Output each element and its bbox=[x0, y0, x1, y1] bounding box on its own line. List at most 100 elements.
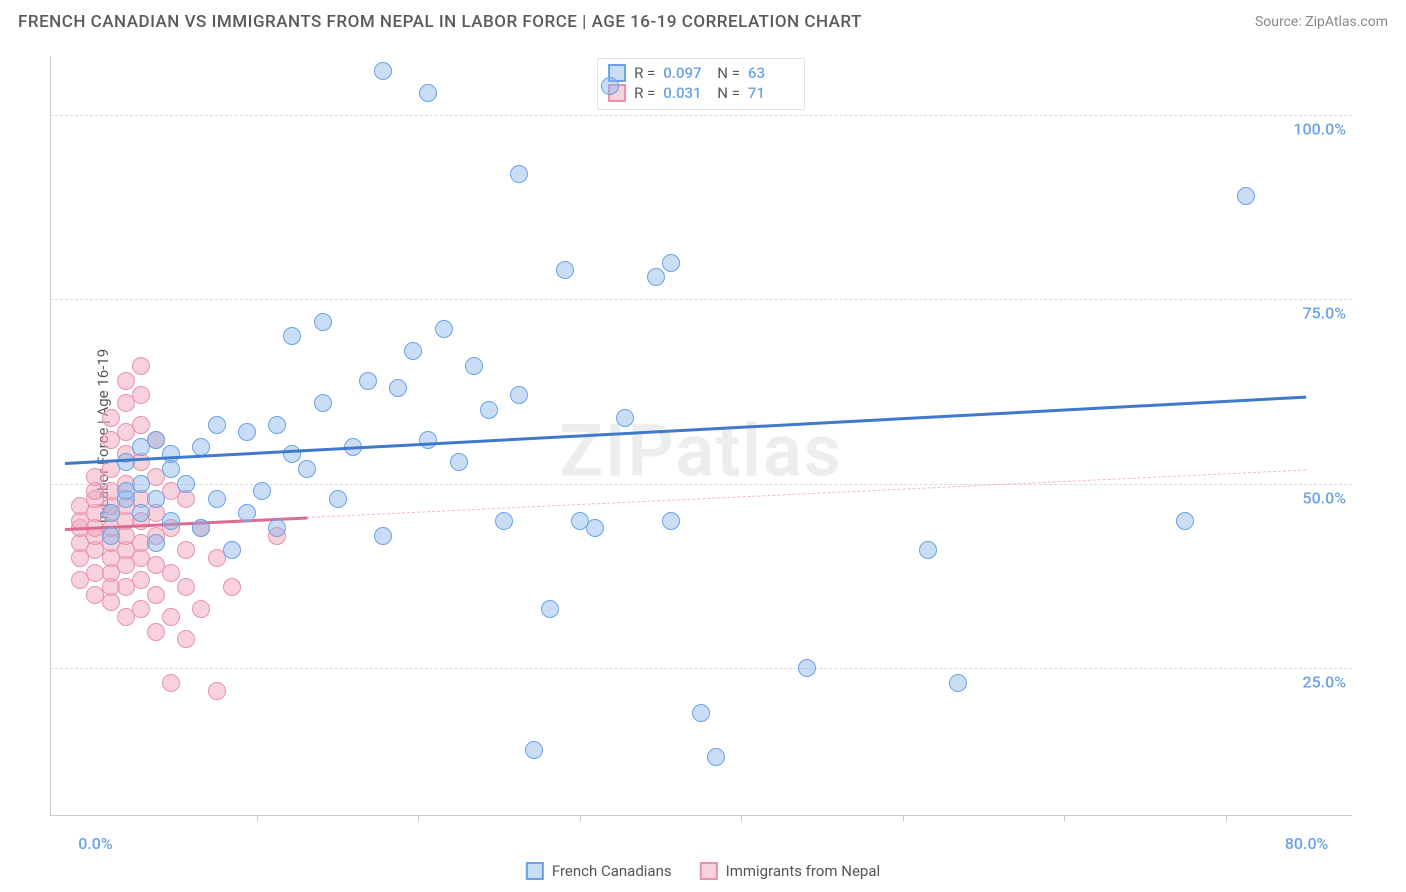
stats-n-value-blue: 63 bbox=[748, 64, 794, 82]
scatter-point-pink bbox=[132, 416, 150, 434]
legend-item-pink: Immigrants from Nepal bbox=[700, 862, 881, 880]
stats-legend-box: R = 0.097 N = 63 R = 0.031 N = 71 bbox=[597, 58, 805, 110]
scatter-point-blue bbox=[238, 423, 256, 441]
scatter-point-blue bbox=[707, 748, 725, 766]
chart-title: FRENCH CANADIAN VS IMMIGRANTS FROM NEPAL… bbox=[18, 12, 862, 32]
x-minor-tick bbox=[418, 815, 419, 821]
scatter-point-blue bbox=[435, 320, 453, 338]
scatter-point-blue bbox=[147, 431, 165, 449]
grid-line bbox=[50, 299, 1352, 300]
x-minor-tick bbox=[1226, 815, 1227, 821]
scatter-point-blue bbox=[162, 512, 180, 530]
stats-n-label: N = bbox=[717, 64, 740, 82]
scatter-point-pink bbox=[132, 386, 150, 404]
stats-r-value-blue: 0.097 bbox=[663, 64, 709, 82]
x-tick-label: 80.0% bbox=[1285, 834, 1329, 853]
trend-pink-dash bbox=[307, 469, 1306, 518]
legend-swatch-pink bbox=[700, 862, 718, 880]
scatter-point-blue bbox=[556, 261, 574, 279]
scatter-point-blue bbox=[253, 482, 271, 500]
plot-area: ZIPatlas In Labor Force | Age 16-19 R =0… bbox=[50, 56, 1352, 816]
scatter-point-blue bbox=[662, 512, 680, 530]
scatter-point-blue bbox=[238, 504, 256, 522]
scatter-point-blue bbox=[314, 394, 332, 412]
stats-row-blue: R = 0.097 N = 63 bbox=[608, 63, 794, 83]
y-tick-label: 100.0% bbox=[1293, 120, 1346, 139]
scatter-point-pink bbox=[132, 571, 150, 589]
source-attribution: Source: ZipAtlas.com bbox=[1255, 14, 1388, 30]
scatter-point-pink bbox=[162, 608, 180, 626]
scatter-point-blue bbox=[450, 453, 468, 471]
x-minor-tick bbox=[257, 815, 258, 821]
scatter-point-pink bbox=[147, 623, 165, 641]
scatter-point-pink bbox=[162, 674, 180, 692]
scatter-point-blue bbox=[298, 460, 316, 478]
scatter-point-blue bbox=[374, 527, 392, 545]
stats-row-pink: R = 0.031 N = 71 bbox=[608, 83, 794, 103]
scatter-point-blue bbox=[510, 386, 528, 404]
scatter-point-pink bbox=[177, 630, 195, 648]
grid-line bbox=[50, 115, 1352, 116]
scatter-point-blue bbox=[389, 379, 407, 397]
stats-r-label: R = bbox=[634, 64, 655, 82]
scatter-point-blue bbox=[662, 254, 680, 272]
x-tick-label: 0.0% bbox=[78, 834, 112, 853]
scatter-point-blue bbox=[147, 534, 165, 552]
scatter-point-blue bbox=[208, 490, 226, 508]
scatter-point-blue bbox=[359, 372, 377, 390]
scatter-point-blue bbox=[177, 475, 195, 493]
legend-swatch-blue bbox=[526, 862, 544, 880]
scatter-point-blue bbox=[404, 342, 422, 360]
scatter-point-pink bbox=[177, 541, 195, 559]
scatter-point-blue bbox=[329, 490, 347, 508]
watermark-text: ZIPatlas bbox=[559, 408, 842, 493]
grid-line bbox=[50, 668, 1352, 669]
stats-r-label: R = bbox=[634, 84, 655, 102]
scatter-point-blue bbox=[132, 475, 150, 493]
y-tick-label: 25.0% bbox=[1302, 673, 1346, 692]
scatter-point-blue bbox=[919, 541, 937, 559]
scatter-point-blue bbox=[525, 741, 543, 759]
scatter-point-blue bbox=[162, 445, 180, 463]
y-axis-line bbox=[50, 56, 51, 815]
scatter-point-blue bbox=[1237, 187, 1255, 205]
scatter-point-pink bbox=[192, 600, 210, 618]
scatter-point-blue bbox=[798, 659, 816, 677]
scatter-point-blue bbox=[495, 512, 513, 530]
scatter-point-blue bbox=[419, 431, 437, 449]
x-minor-tick bbox=[580, 815, 581, 821]
legend-label-pink: Immigrants from Nepal bbox=[726, 862, 881, 880]
stats-r-value-pink: 0.031 bbox=[663, 84, 709, 102]
scatter-point-blue bbox=[647, 268, 665, 286]
grid-line bbox=[50, 484, 1352, 485]
scatter-point-blue bbox=[616, 409, 634, 427]
scatter-point-blue bbox=[314, 313, 332, 331]
legend-label-blue: French Canadians bbox=[552, 862, 672, 880]
x-minor-tick bbox=[741, 815, 742, 821]
scatter-point-blue bbox=[102, 527, 120, 545]
scatter-point-blue bbox=[208, 416, 226, 434]
chart-header: FRENCH CANADIAN VS IMMIGRANTS FROM NEPAL… bbox=[18, 12, 1388, 32]
scatter-point-pink bbox=[223, 578, 241, 596]
scatter-point-blue bbox=[283, 327, 301, 345]
scatter-point-blue bbox=[949, 674, 967, 692]
legend-item-blue: French Canadians bbox=[526, 862, 672, 880]
scatter-point-pink bbox=[102, 409, 120, 427]
scatter-point-blue bbox=[541, 600, 559, 618]
scatter-point-blue bbox=[1176, 512, 1194, 530]
scatter-point-pink bbox=[208, 682, 226, 700]
scatter-point-blue bbox=[510, 165, 528, 183]
scatter-point-pink bbox=[177, 578, 195, 596]
scatter-point-blue bbox=[374, 62, 392, 80]
scatter-point-pink bbox=[132, 357, 150, 375]
scatter-point-blue bbox=[223, 541, 241, 559]
stats-n-label: N = bbox=[717, 84, 740, 102]
scatter-point-blue bbox=[586, 519, 604, 537]
scatter-point-blue bbox=[132, 504, 150, 522]
scatter-point-pink bbox=[117, 372, 135, 390]
stats-n-value-pink: 71 bbox=[748, 84, 794, 102]
x-minor-tick bbox=[1064, 815, 1065, 821]
scatter-point-pink bbox=[162, 564, 180, 582]
scatter-point-blue bbox=[268, 519, 286, 537]
scatter-point-blue bbox=[601, 77, 619, 95]
